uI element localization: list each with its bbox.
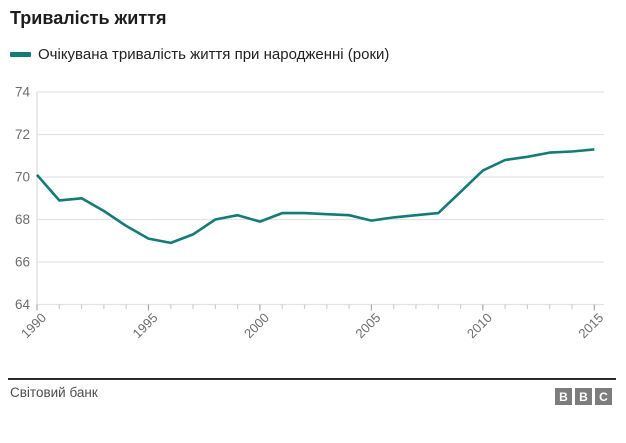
svg-text:2000: 2000 bbox=[241, 310, 272, 341]
line-chart: 64 66 68 70 72 74 1990 1995 2000 2005 2010 2015 bbox=[15, 85, 606, 341]
series-line-life-expectancy bbox=[36, 148, 595, 245]
bbc-logo: B B C bbox=[555, 388, 612, 405]
svg-text:70: 70 bbox=[15, 170, 30, 185]
source-label: Світовий банк bbox=[10, 385, 98, 400]
bbc-logo-letter: B bbox=[575, 388, 592, 405]
svg-text:66: 66 bbox=[15, 255, 30, 270]
x-axis-labels: 1990 1995 2000 2005 2010 2015 bbox=[18, 310, 606, 341]
legend-line-swatch bbox=[10, 52, 31, 57]
svg-text:68: 68 bbox=[15, 212, 30, 227]
y-gridlines bbox=[37, 91, 604, 306]
svg-text:64: 64 bbox=[15, 297, 31, 312]
legend-label: Очікувана тривалість життя при народженн… bbox=[38, 46, 390, 63]
x-axis-ticks bbox=[36, 304, 595, 311]
svg-text:72: 72 bbox=[15, 127, 30, 142]
y-axis-labels: 64 66 68 70 72 74 bbox=[15, 85, 31, 313]
svg-text:74: 74 bbox=[15, 85, 31, 100]
chart-title: Тривалість життя bbox=[10, 8, 167, 28]
bbc-logo-letter: B bbox=[555, 388, 572, 405]
svg-text:1990: 1990 bbox=[18, 310, 49, 341]
legend: Очікувана тривалість життя при народженн… bbox=[10, 46, 389, 63]
svg-text:1995: 1995 bbox=[130, 310, 161, 341]
bbc-logo-letter: C bbox=[595, 388, 612, 405]
svg-text:2005: 2005 bbox=[352, 310, 383, 341]
footer-divider bbox=[8, 378, 616, 380]
svg-text:2015: 2015 bbox=[575, 310, 606, 341]
svg-text:2010: 2010 bbox=[464, 310, 495, 341]
